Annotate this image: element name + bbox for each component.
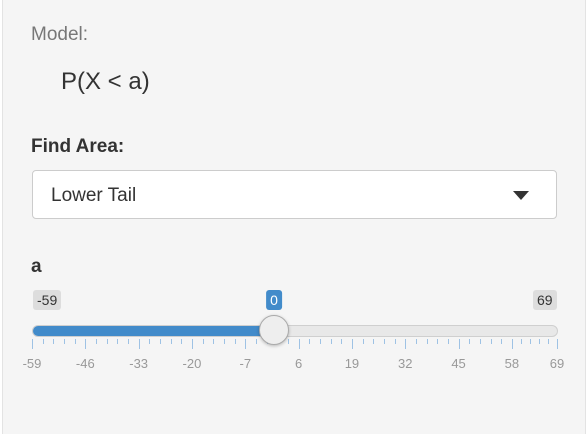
slider-minor-tick xyxy=(469,339,470,344)
slider-major-tick xyxy=(85,339,86,349)
slider-handle[interactable] xyxy=(258,315,289,345)
slider-minor-tick xyxy=(235,339,236,344)
slider-major-tick xyxy=(32,339,33,349)
slider-grid-label: 32 xyxy=(398,356,413,371)
slider-minor-tick xyxy=(171,339,172,344)
slider-minor-tick xyxy=(203,339,204,344)
slider-minor-tick xyxy=(448,339,449,344)
slider-minor-tick xyxy=(437,339,438,344)
slider-minor-tick xyxy=(384,339,385,344)
slider-grid-label: 69 xyxy=(549,356,565,371)
slider-minor-tick xyxy=(309,339,310,344)
slider-min-badge: -59 xyxy=(33,290,62,310)
slider-minor-tick xyxy=(480,339,481,344)
slider-minor-tick xyxy=(521,339,522,344)
slider-minor-tick xyxy=(548,339,549,344)
slider-major-tick xyxy=(245,339,246,349)
slider-minor-tick xyxy=(213,339,214,344)
slider-minor-tick xyxy=(224,339,225,344)
caret-down-icon[interactable] xyxy=(513,191,529,200)
slider-minor-tick xyxy=(530,339,531,344)
slider-major-tick xyxy=(459,339,460,349)
slider-minor-tick xyxy=(395,339,396,344)
slider-minor-tick xyxy=(117,339,118,344)
slider-major-tick xyxy=(192,339,193,349)
slider-minor-tick xyxy=(160,339,161,344)
slider-minor-tick xyxy=(53,339,54,344)
slider-grid-label: -7 xyxy=(239,356,252,371)
find-area-label: Find Area: xyxy=(31,136,125,157)
slider-grid-label: 19 xyxy=(344,356,360,371)
slider-minor-tick xyxy=(331,339,332,344)
find-area-select[interactable]: Lower Tail xyxy=(32,170,557,219)
slider-major-tick xyxy=(299,339,300,349)
slider-grid-label: -59 xyxy=(22,356,42,371)
slider-minor-tick xyxy=(107,339,108,344)
model-label: Model: xyxy=(31,24,89,45)
slider-minor-tick xyxy=(491,339,492,344)
slider-minor-tick xyxy=(128,339,129,344)
find-area-selected-value: Lower Tail xyxy=(51,185,137,206)
slider-minor-tick xyxy=(416,339,417,344)
slider-minor-tick xyxy=(75,339,76,344)
slider-max-badge: 69 xyxy=(533,290,557,310)
slider-label: a xyxy=(31,256,42,277)
slider-major-tick xyxy=(405,339,406,349)
slider-value-badge: 0 xyxy=(266,290,282,310)
slider-minor-tick xyxy=(96,339,97,344)
slider-minor-tick xyxy=(539,339,540,344)
slider-minor-tick xyxy=(181,339,182,344)
a-slider[interactable]: -59 69 0 -59 -46 -33 -20 -7 6 19 32 45 58 69 xyxy=(3,280,587,380)
slider-major-tick xyxy=(139,339,140,349)
slider-minor-tick xyxy=(43,339,44,344)
slider-minor-tick xyxy=(64,339,65,344)
slider-minor-tick xyxy=(363,339,364,344)
slider-major-tick xyxy=(352,339,353,349)
slider-minor-tick xyxy=(373,339,374,344)
slider-grid-label: 6 xyxy=(294,356,303,371)
slider-minor-tick xyxy=(256,339,257,344)
slider-grid-label: -20 xyxy=(182,356,202,371)
slider-minor-tick xyxy=(501,339,502,344)
slider-major-tick xyxy=(557,339,558,349)
slider-major-tick xyxy=(512,339,513,349)
slider-fill-bar xyxy=(33,326,274,336)
slider-grid-label: 58 xyxy=(504,356,520,371)
slider-minor-tick xyxy=(427,339,428,344)
model-formula: P(X < a) xyxy=(61,68,150,95)
slider-minor-tick xyxy=(288,339,289,344)
slider-grid-label: -33 xyxy=(129,356,149,371)
slider-minor-tick xyxy=(149,339,150,344)
slider-minor-tick xyxy=(341,339,342,344)
slider-minor-tick xyxy=(320,339,321,344)
slider-grid-label: -46 xyxy=(75,356,95,371)
slider-grid-label: 45 xyxy=(451,356,466,371)
